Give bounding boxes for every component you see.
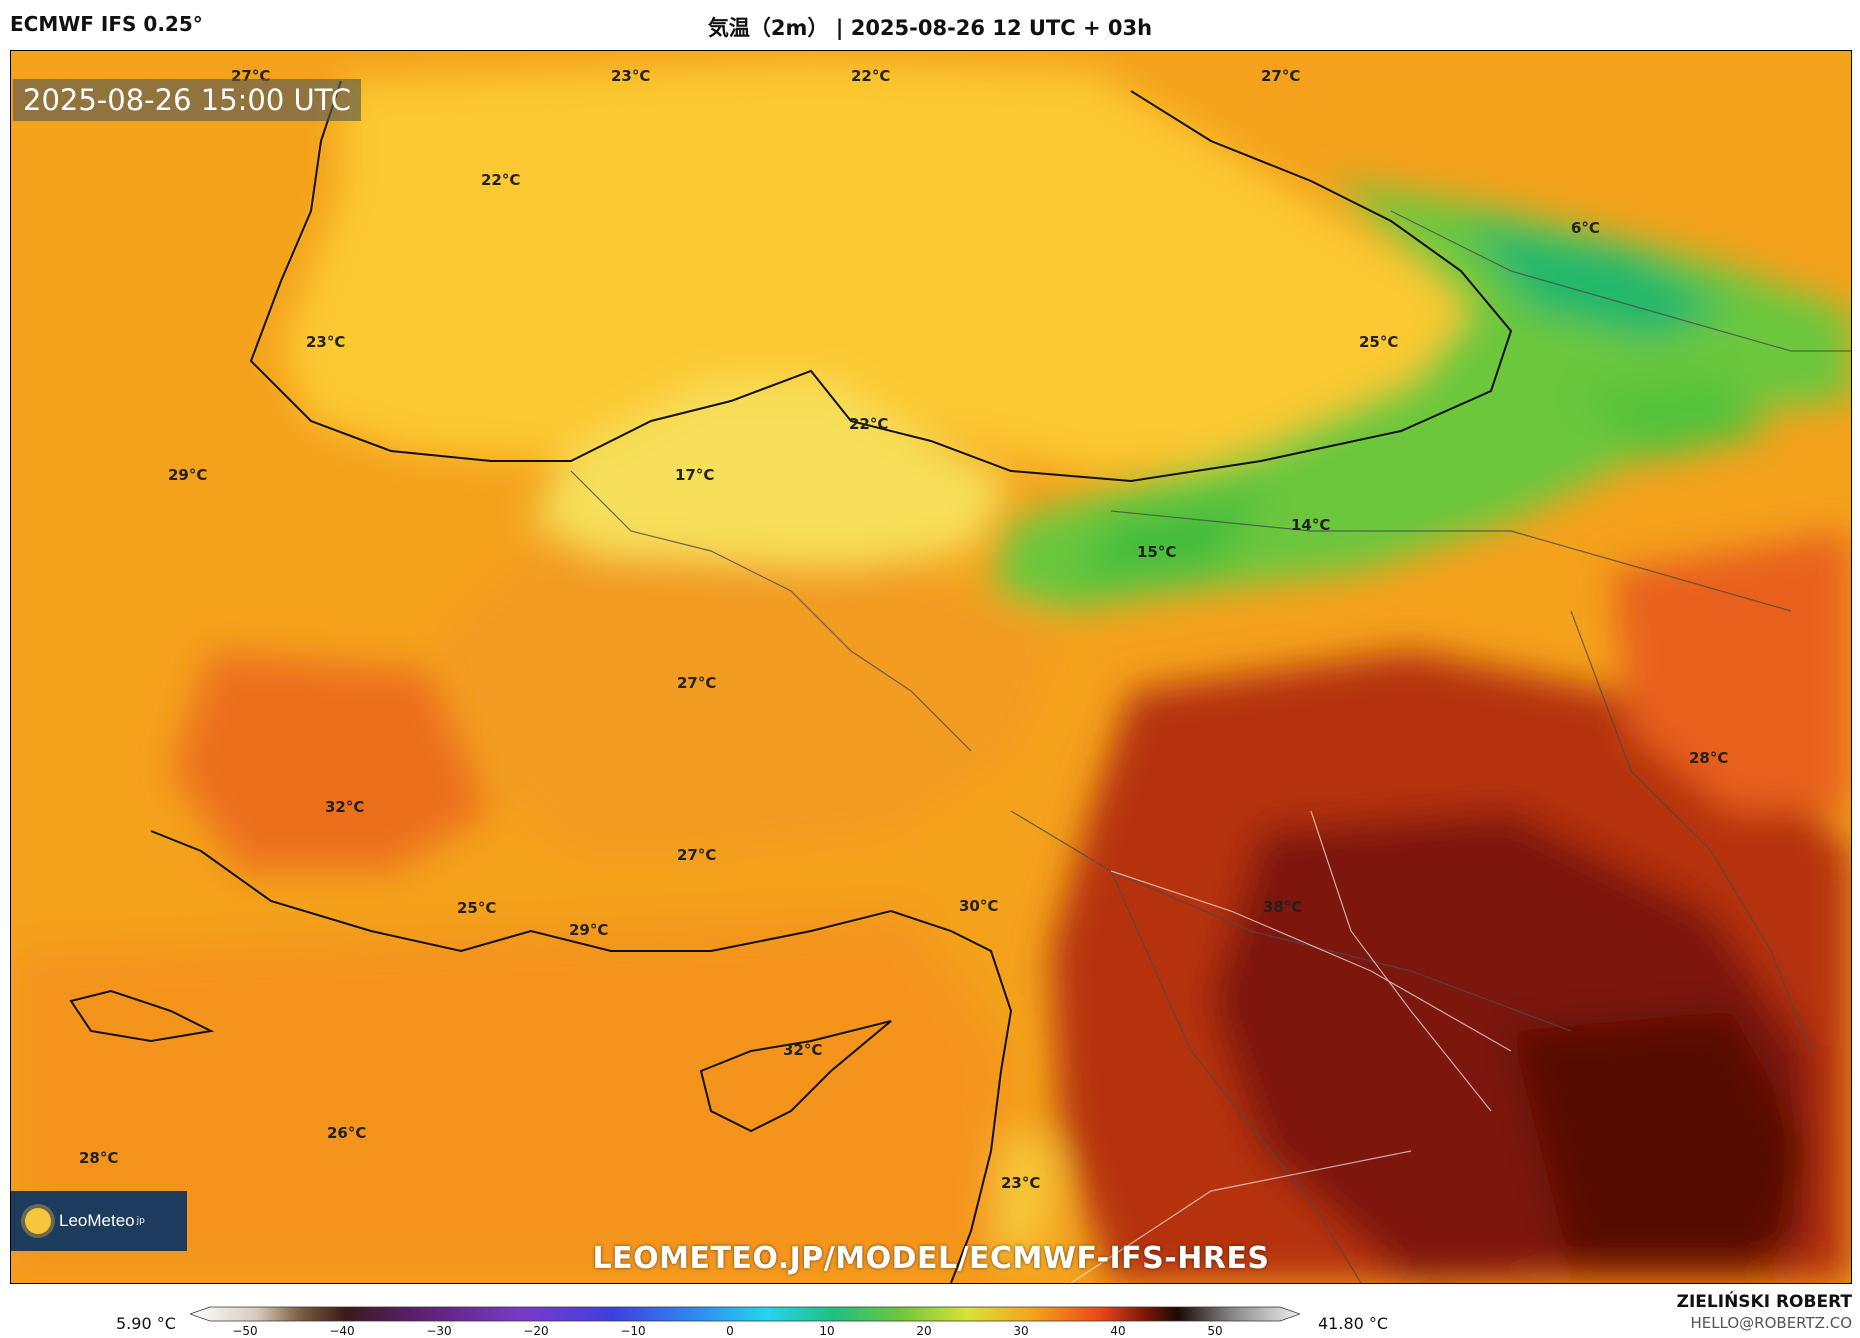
sun-icon: [25, 1208, 51, 1234]
logo-text: LeoMeteo: [59, 1211, 135, 1230]
colorbar-tick: −10: [620, 1324, 646, 1338]
model-url-overlay[interactable]: LEOMETEO.JP/MODEL/ECMWF-IFS-HRES: [592, 1241, 1270, 1276]
isotherm-label: 27°C: [1261, 67, 1300, 85]
isotherm-label: 38°C: [1263, 898, 1302, 916]
isotherm-label: 22°C: [851, 67, 890, 85]
valid-time-badge: 2025-08-26 15:00 UTC: [13, 79, 362, 121]
isotherm-label: 23°C: [611, 67, 650, 85]
isotherm-label: 30°C: [959, 897, 998, 915]
isotherm-label: 23°C: [1001, 1174, 1040, 1192]
author-email[interactable]: HELLO@ROBERTZ.CO: [1690, 1314, 1852, 1332]
colorbar-tick: −40: [329, 1324, 355, 1338]
isotherm-label: 15°C: [1137, 543, 1176, 561]
colorbar-gradient: [190, 1306, 1300, 1322]
chart-title: 気温（2m） | 2025-08-26 12 UTC + 03h: [707, 16, 1153, 40]
temperature-map: 27°C 23°C 22°C 27°C 22°C 6°C 23°C 25°C 2…: [10, 50, 1852, 1284]
colorbar-tick: 50: [1207, 1324, 1223, 1338]
colorbar-min-label: 5.90 °C: [116, 1314, 176, 1333]
isotherm-label: 28°C: [79, 1149, 118, 1167]
colorbar-tick: 10: [819, 1324, 835, 1338]
isotherm-label: 22°C: [849, 415, 888, 433]
isotherm-label: 25°C: [1359, 333, 1398, 351]
isotherm-label: 17°C: [675, 466, 714, 484]
isotherm-label: 23°C: [306, 333, 345, 351]
colorbar-tick: 30: [1013, 1324, 1029, 1338]
isotherm-label: 29°C: [168, 466, 207, 484]
isotherm-label: 32°C: [325, 798, 364, 816]
model-title: ECMWF IFS 0.25°: [10, 12, 203, 36]
colorbar-tick: −50: [232, 1324, 258, 1338]
isotherm-label: 25°C: [457, 899, 496, 917]
isotherm-label: 28°C: [1689, 749, 1728, 767]
logo-suffix: jp: [136, 1216, 145, 1226]
leometeo-logo[interactable]: LeoMeteo jp: [11, 1191, 187, 1251]
colorbar-tick: −30: [426, 1324, 452, 1338]
isotherm-label: 27°C: [677, 674, 716, 692]
isotherm-label: 14°C: [1291, 516, 1330, 534]
colorbar-ticks: −50 −40 −30 −20 −10 0 10 20 30 40 50: [0, 1324, 1860, 1338]
colorbar-tick: 0: [726, 1324, 734, 1338]
isotherm-label: 32°C: [783, 1041, 822, 1059]
colorbar-tick: 40: [1110, 1324, 1126, 1338]
isotherm-label: 26°C: [327, 1124, 366, 1142]
map-canvas: 27°C 23°C 22°C 27°C 22°C 6°C 23°C 25°C 2…: [11, 51, 1851, 1283]
colorbar: 5.90 °C: [0, 1294, 1860, 1338]
colorbar-tick: −20: [523, 1324, 549, 1338]
author-name: ZIELIŃSKI ROBERT: [1676, 1292, 1852, 1312]
isotherm-label: 27°C: [677, 846, 716, 864]
isotherm-label: 6°C: [1571, 219, 1600, 237]
colorbar-tick: 20: [916, 1324, 932, 1338]
isotherm-label: 22°C: [481, 171, 520, 189]
isotherm-label: 29°C: [569, 921, 608, 939]
colorbar-max-label: 41.80 °C: [1318, 1314, 1389, 1333]
author-credit: ZIELIŃSKI ROBERT HELLO@ROBERTZ.CO: [1677, 1292, 1852, 1332]
